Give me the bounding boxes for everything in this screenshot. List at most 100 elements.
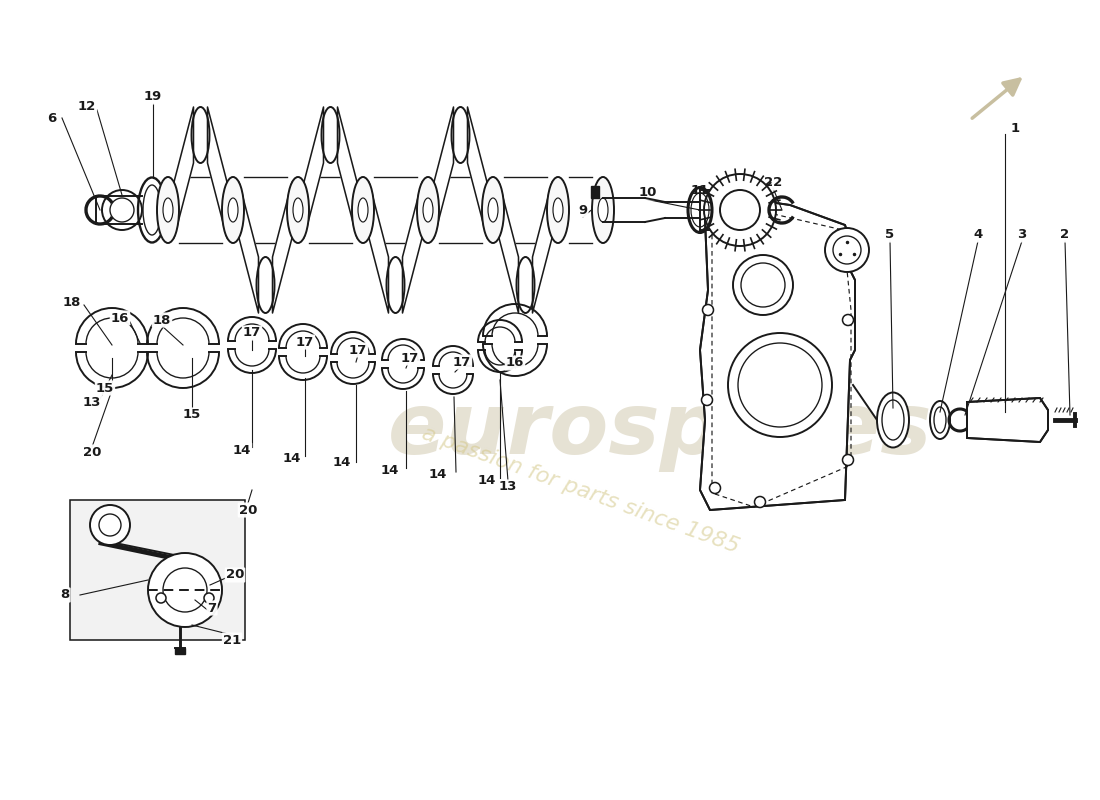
Ellipse shape: [293, 198, 303, 222]
Text: 19: 19: [144, 90, 162, 103]
Polygon shape: [208, 107, 227, 238]
Text: 3: 3: [1018, 229, 1026, 242]
Text: 4: 4: [974, 229, 982, 242]
Text: 13: 13: [498, 481, 517, 494]
Polygon shape: [532, 182, 552, 313]
Ellipse shape: [553, 198, 563, 222]
Circle shape: [825, 228, 869, 272]
Ellipse shape: [417, 177, 439, 243]
Circle shape: [156, 593, 166, 603]
Circle shape: [738, 343, 822, 427]
Circle shape: [204, 593, 214, 603]
Text: 10: 10: [639, 186, 657, 199]
Polygon shape: [175, 648, 185, 654]
Circle shape: [741, 263, 785, 307]
Text: 20: 20: [82, 446, 101, 458]
Text: 1: 1: [1011, 122, 1020, 134]
Text: 21: 21: [223, 634, 241, 646]
Text: 20: 20: [226, 569, 244, 582]
Text: 16: 16: [111, 311, 129, 325]
Text: 8: 8: [60, 589, 69, 602]
Ellipse shape: [222, 177, 244, 243]
Circle shape: [704, 174, 776, 246]
Text: 14: 14: [477, 474, 496, 486]
Text: 14: 14: [233, 443, 251, 457]
Ellipse shape: [191, 107, 209, 163]
Text: 17: 17: [296, 335, 315, 349]
Circle shape: [755, 497, 766, 507]
Text: 18: 18: [153, 314, 172, 326]
Polygon shape: [338, 107, 358, 238]
Polygon shape: [70, 500, 245, 640]
Text: eurospares: eurospares: [387, 389, 933, 471]
Ellipse shape: [592, 177, 614, 243]
Text: 17: 17: [453, 355, 471, 369]
Polygon shape: [468, 107, 487, 238]
Ellipse shape: [358, 198, 368, 222]
Circle shape: [90, 505, 130, 545]
Text: 9: 9: [579, 203, 587, 217]
Ellipse shape: [482, 177, 504, 243]
Circle shape: [833, 236, 861, 264]
Text: a passion for parts since 1985: a passion for parts since 1985: [418, 423, 741, 557]
Circle shape: [713, 225, 724, 235]
Polygon shape: [304, 107, 323, 238]
Ellipse shape: [930, 401, 950, 439]
Circle shape: [148, 553, 222, 627]
Text: 11: 11: [691, 183, 710, 197]
Ellipse shape: [163, 198, 173, 222]
Text: 14: 14: [333, 457, 351, 470]
Text: 15: 15: [183, 409, 201, 422]
Ellipse shape: [321, 107, 340, 163]
Text: 2: 2: [1060, 229, 1069, 242]
Ellipse shape: [424, 198, 433, 222]
Ellipse shape: [157, 177, 179, 243]
Circle shape: [163, 568, 207, 612]
Ellipse shape: [598, 198, 608, 222]
Text: 15: 15: [96, 382, 114, 394]
Circle shape: [702, 394, 713, 406]
Ellipse shape: [228, 198, 238, 222]
Text: 22: 22: [763, 177, 782, 190]
Polygon shape: [174, 107, 194, 238]
Circle shape: [728, 333, 832, 437]
Ellipse shape: [352, 177, 374, 243]
Ellipse shape: [547, 177, 569, 243]
Text: 14: 14: [429, 469, 448, 482]
Circle shape: [703, 305, 714, 315]
Text: 20: 20: [239, 503, 257, 517]
Circle shape: [843, 454, 854, 466]
Polygon shape: [403, 182, 422, 313]
Polygon shape: [700, 200, 855, 510]
Text: 17: 17: [400, 351, 419, 365]
Ellipse shape: [287, 177, 309, 243]
Text: 17: 17: [349, 343, 367, 357]
Text: 16: 16: [506, 357, 525, 370]
Polygon shape: [499, 182, 518, 313]
Polygon shape: [239, 182, 258, 313]
Polygon shape: [434, 107, 453, 238]
Text: 7: 7: [208, 602, 217, 614]
Circle shape: [843, 314, 854, 326]
Circle shape: [835, 230, 846, 241]
Text: 14: 14: [381, 463, 399, 477]
Text: 18: 18: [63, 295, 81, 309]
Circle shape: [710, 482, 720, 494]
Ellipse shape: [517, 257, 535, 313]
Text: 13: 13: [82, 395, 101, 409]
Ellipse shape: [934, 407, 946, 433]
Ellipse shape: [256, 257, 275, 313]
Circle shape: [733, 255, 793, 315]
Ellipse shape: [451, 107, 470, 163]
Polygon shape: [368, 182, 388, 313]
Ellipse shape: [488, 198, 498, 222]
Text: 17: 17: [243, 326, 261, 339]
Ellipse shape: [386, 257, 405, 313]
Text: 12: 12: [78, 101, 96, 114]
Polygon shape: [967, 398, 1048, 442]
Text: 6: 6: [47, 111, 56, 125]
Ellipse shape: [877, 393, 909, 447]
Text: 5: 5: [886, 229, 894, 242]
Polygon shape: [273, 182, 292, 313]
Ellipse shape: [882, 400, 904, 440]
